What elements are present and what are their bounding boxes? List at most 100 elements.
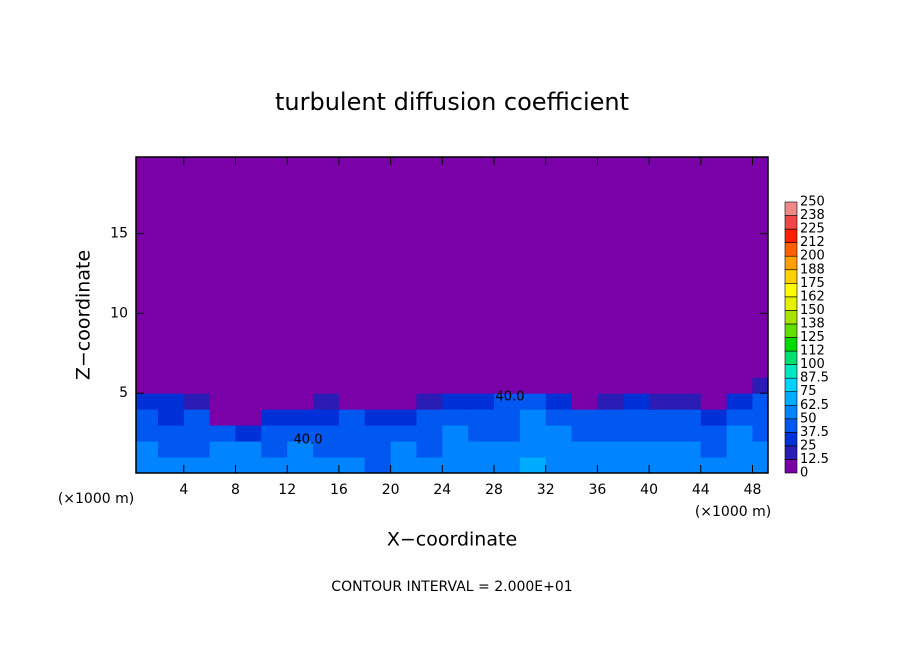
- cell: [597, 377, 624, 394]
- cell: [571, 457, 598, 473]
- cell: [261, 425, 288, 442]
- colorbar-swatch: [784, 364, 798, 379]
- colorbar-label: 175: [800, 276, 825, 291]
- cell: [313, 157, 340, 378]
- y-tick-label: 10: [110, 305, 128, 321]
- cell: [313, 457, 340, 473]
- cell: [726, 457, 753, 473]
- cell: [545, 409, 573, 426]
- cell: [235, 457, 262, 473]
- cell: [157, 425, 185, 442]
- cell: [649, 377, 676, 394]
- cell: [235, 377, 262, 394]
- cell: [136, 409, 159, 426]
- cell: [674, 393, 702, 410]
- cell: [623, 441, 650, 458]
- colorbar-label: 100: [800, 357, 825, 372]
- colorbar-swatch: [784, 228, 798, 243]
- x-tick-label: 36: [588, 482, 606, 498]
- cell: [390, 157, 417, 378]
- cell: [752, 157, 768, 378]
- colorbar-swatch: [784, 391, 798, 406]
- contour-label: 40.0: [294, 433, 323, 448]
- cell: [338, 457, 366, 473]
- x-unit-right: (×1000 m): [695, 504, 771, 520]
- cell: [494, 393, 521, 410]
- cell: [623, 409, 650, 426]
- colorbar-label: 188: [800, 262, 825, 277]
- cell: [136, 393, 159, 410]
- cell: [183, 409, 211, 426]
- x-axis-label: X−coordinate: [387, 529, 517, 551]
- colorbar-swatch: [784, 242, 798, 257]
- x-tick-label: 28: [485, 482, 503, 498]
- cell: [623, 425, 650, 442]
- cell: [209, 425, 237, 442]
- cell: [442, 441, 469, 458]
- cell: [726, 377, 753, 394]
- cell: [519, 377, 547, 394]
- cell: [235, 409, 262, 426]
- cell: [136, 377, 159, 394]
- cell: [545, 157, 573, 378]
- cell: [313, 425, 340, 442]
- cell: [157, 457, 185, 473]
- x-tick-label: 44: [692, 482, 710, 498]
- cell: [235, 425, 262, 442]
- cell: [752, 377, 768, 394]
- cell: [235, 157, 262, 378]
- colorbar-label: 87.5: [800, 371, 829, 386]
- x-tick-label: 20: [382, 482, 400, 498]
- cell: [287, 393, 314, 410]
- colorbar-label: 162: [800, 289, 825, 304]
- colorbar-label: 12.5: [800, 452, 829, 467]
- cell: [674, 425, 702, 442]
- colorbar-swatch: [784, 215, 798, 230]
- cell: [649, 409, 676, 426]
- colorbar-swatch: [784, 337, 798, 352]
- cell: [364, 377, 392, 394]
- cell: [649, 425, 676, 442]
- cell: [700, 409, 728, 426]
- cell: [726, 441, 753, 458]
- cell: [726, 409, 753, 426]
- cell: [235, 441, 262, 458]
- cell: [519, 457, 547, 473]
- cell: [726, 425, 753, 442]
- colorbar-label: 25: [800, 438, 817, 453]
- cell: [364, 441, 392, 458]
- cell: [338, 409, 366, 426]
- cell: [390, 441, 417, 458]
- cell: [416, 157, 443, 378]
- cell: [700, 393, 728, 410]
- colorbar-label: 37.5: [800, 425, 829, 440]
- colorbar-label: 225: [800, 222, 825, 237]
- cell: [674, 377, 702, 394]
- cell: [623, 157, 650, 378]
- x-tick-label: 32: [537, 482, 555, 498]
- footer-note: CONTOUR INTERVAL = 2.000E+01: [331, 579, 572, 595]
- cell: [313, 441, 340, 458]
- cell: [468, 425, 495, 442]
- cell: [287, 457, 314, 473]
- x-tick-label: 24: [433, 482, 451, 498]
- cell: [364, 457, 392, 473]
- cell: [209, 377, 237, 394]
- x-tick-label: 4: [179, 482, 188, 498]
- cell: [597, 409, 624, 426]
- cell: [468, 457, 495, 473]
- cell: [468, 393, 495, 410]
- cell: [287, 377, 314, 394]
- cell: [468, 409, 495, 426]
- cell: [136, 457, 159, 473]
- cell: [597, 457, 624, 473]
- cell: [209, 457, 237, 473]
- cell: [571, 157, 598, 378]
- field: [136, 157, 768, 473]
- cell: [287, 409, 314, 426]
- cell: [468, 377, 495, 394]
- cell: [390, 457, 417, 473]
- cell: [494, 425, 521, 442]
- cell: [261, 157, 288, 378]
